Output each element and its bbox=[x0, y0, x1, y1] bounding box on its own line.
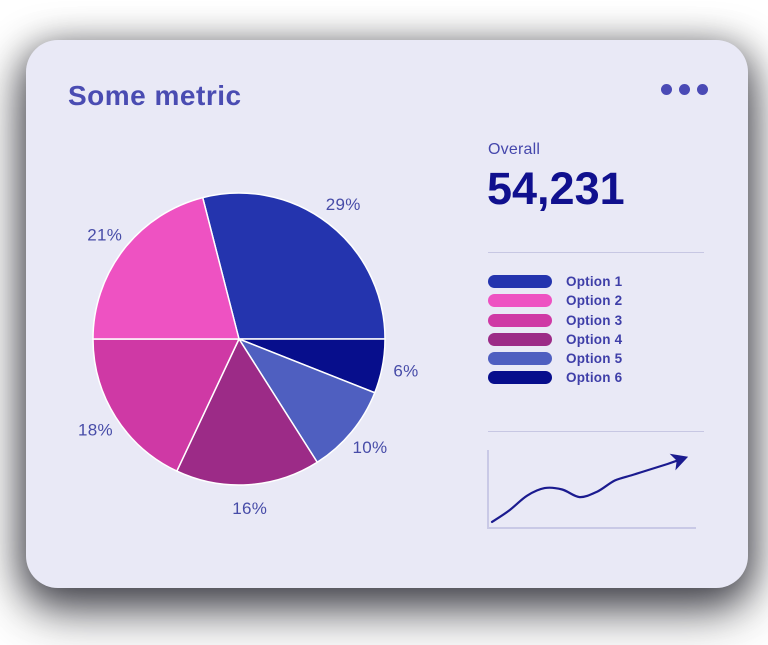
pie-slice-value-label: 29% bbox=[326, 195, 361, 214]
legend-item-option-6[interactable]: Option 6 bbox=[488, 370, 623, 386]
pie-slice-option-3[interactable] bbox=[92, 338, 240, 472]
overall-value: 54,231 bbox=[487, 163, 625, 214]
legend-swatch bbox=[488, 371, 552, 385]
pie-chart: 29% 6% 10% 16% 18% 21% bbox=[78, 192, 418, 518]
pie-slice-value-label: 6% bbox=[393, 361, 418, 380]
pie-slice-value-label: 21% bbox=[87, 225, 122, 244]
legend-label: Option 4 bbox=[566, 331, 623, 347]
pie-legend: Option 1 Option 2 Option 3 Option 4 Option 5… bbox=[488, 274, 623, 391]
pie-slice-option-2[interactable] bbox=[92, 196, 240, 340]
legend-label: Option 3 bbox=[566, 312, 623, 328]
legend-item-option-4[interactable]: Option 4 bbox=[488, 331, 623, 347]
pie-slice-value-label: 16% bbox=[232, 499, 267, 518]
sparkline-axes bbox=[487, 450, 696, 529]
legend-item-option-3[interactable]: Option 3 bbox=[488, 312, 623, 328]
legend-item-option-1[interactable]: Option 1 bbox=[488, 274, 623, 289]
pie-slice-option-1[interactable] bbox=[201, 192, 386, 340]
overall-label: Overall bbox=[488, 141, 541, 158]
pie-slice-value-label: 18% bbox=[78, 421, 113, 440]
pie-slice-option-4[interactable] bbox=[176, 338, 318, 486]
legend-swatch bbox=[488, 275, 552, 288]
sparkline-trend-line bbox=[490, 453, 689, 524]
divider bbox=[488, 431, 704, 432]
legend-item-option-2[interactable]: Option 2 bbox=[488, 293, 623, 309]
legend-item-option-5[interactable]: Option 5 bbox=[488, 351, 623, 367]
menu-dot bbox=[697, 84, 708, 95]
legend-swatch bbox=[488, 313, 552, 327]
divider bbox=[488, 252, 704, 253]
pie-slice-value-label: 10% bbox=[353, 438, 388, 457]
menu-dot bbox=[661, 84, 672, 95]
ellipsis-menu-icon[interactable] bbox=[661, 84, 708, 95]
menu-dot bbox=[679, 84, 690, 95]
legend-label: Option 1 bbox=[566, 274, 623, 289]
legend-swatch bbox=[488, 352, 552, 366]
pie-slice-option-5[interactable] bbox=[238, 338, 376, 464]
legend-label: Option 2 bbox=[566, 293, 623, 309]
legend-label: Option 5 bbox=[566, 351, 623, 367]
legend-swatch bbox=[488, 294, 552, 308]
legend-swatch bbox=[488, 332, 552, 346]
legend-label: Option 6 bbox=[566, 370, 623, 386]
metric-card: Some metric 29% 6% 10% 16% 18% 21% Overall 54… bbox=[26, 40, 748, 588]
card-title: Some metric bbox=[68, 80, 242, 111]
trend-sparkline-chart bbox=[487, 450, 696, 529]
